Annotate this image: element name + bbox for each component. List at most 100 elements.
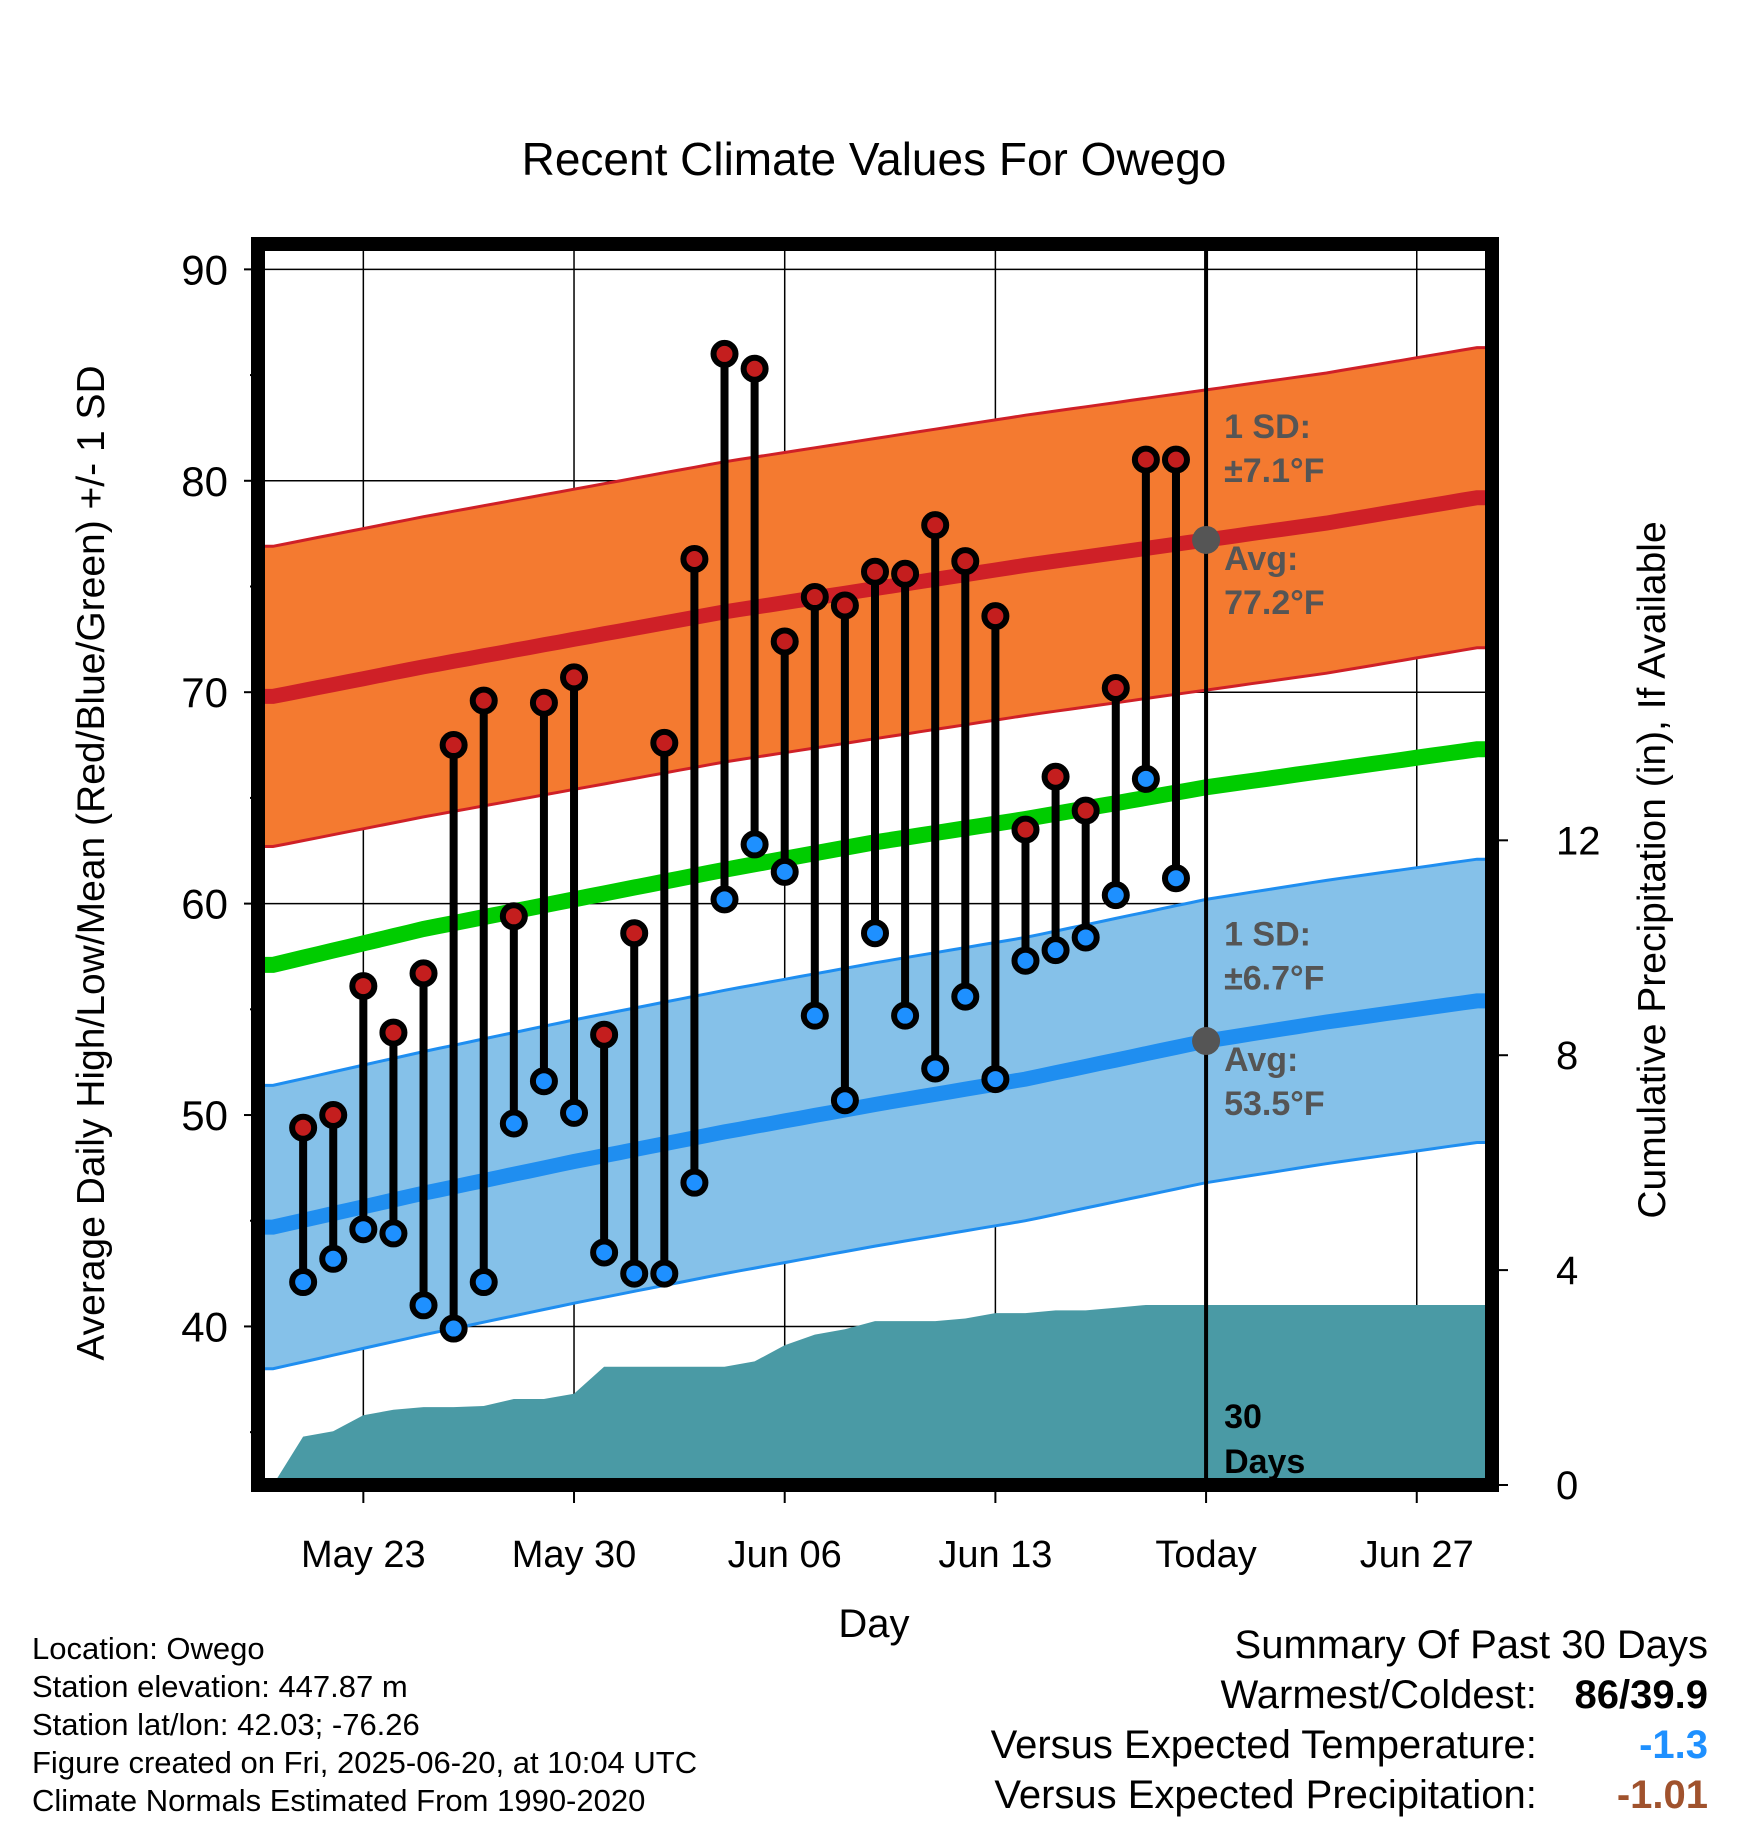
daily-high-point xyxy=(680,545,709,574)
plot-frame xyxy=(251,237,1499,1492)
daily-high-point xyxy=(1011,815,1040,844)
daily-low-point xyxy=(680,1168,709,1197)
low-avg-label: Avg: xyxy=(1224,1041,1298,1079)
daily-high-point xyxy=(620,919,649,948)
low-avg-value: 53.5°F xyxy=(1224,1085,1325,1123)
daily-low-point xyxy=(770,857,799,886)
y-right-tick-label: 0 xyxy=(1556,1464,1578,1508)
daily-high-point xyxy=(1131,445,1160,474)
y-axis-right-label: Cumulative Precipitation (in), If Availa… xyxy=(1631,521,1674,1218)
x-tick-label: Jun 06 xyxy=(728,1534,842,1576)
daily-high-point xyxy=(1101,673,1130,702)
daily-low-point xyxy=(499,1109,528,1138)
daily-high-point xyxy=(379,1018,408,1047)
days-count: 30 xyxy=(1224,1398,1262,1436)
daily-high-point xyxy=(1161,445,1190,474)
daily-low-point xyxy=(590,1238,619,1267)
temp-value: -1.3 xyxy=(1639,1723,1708,1767)
daily-low-point xyxy=(861,919,889,948)
summary-temperature: Versus Expected Temperature: -1.3 xyxy=(991,1720,1708,1770)
high-avg-value: 77.2°F xyxy=(1224,584,1325,622)
daily-high-point xyxy=(740,354,769,383)
daily-low-point xyxy=(469,1268,498,1297)
low-sd-upper-edge xyxy=(258,857,1492,1087)
normals-text: Climate Normals Estimated From 1990-2020 xyxy=(32,1783,646,1818)
daily-high-point xyxy=(499,902,528,931)
daily-low-point xyxy=(349,1215,378,1244)
x-tick-label: Today xyxy=(1155,1534,1256,1576)
daily-low-point xyxy=(800,1001,829,1030)
today-low-normal-marker xyxy=(1192,1027,1221,1056)
daily-high-point xyxy=(529,688,558,717)
daily-low-point xyxy=(951,982,980,1011)
precip-label: Versus Expected Precipitation: xyxy=(994,1773,1537,1817)
low-sd-band xyxy=(258,859,1492,1369)
daily-low-point xyxy=(891,1001,920,1030)
summary-warm-cold: Warmest/Coldest: 86/39.9 xyxy=(991,1670,1709,1720)
summary-precipitation: Versus Expected Precipitation: -1.01 xyxy=(991,1770,1708,1820)
elevation-text: Station elevation: 447.87 m xyxy=(32,1669,408,1704)
warm-cold-value: 86/39.9 xyxy=(1574,1673,1708,1717)
summary-panel: Summary Of Past 30 Days Warmest/Coldest:… xyxy=(991,1620,1708,1820)
daily-high-point xyxy=(800,583,829,612)
daily-high-point xyxy=(981,602,1010,631)
daily-high-point xyxy=(560,663,589,692)
daily-low-point xyxy=(560,1098,589,1127)
daily-low-point xyxy=(1071,923,1100,952)
daily-low-point xyxy=(319,1244,348,1273)
daily-low-point xyxy=(921,1054,950,1083)
daily-high-point xyxy=(1041,762,1070,791)
y-left-tick-label: 70 xyxy=(181,669,228,716)
y-axis-left-label: Average Daily High/Low/Mean (Red/Blue/Gr… xyxy=(70,365,113,1360)
daily-low-point xyxy=(289,1268,318,1297)
created-text: Figure created on Fri, 2025-06-20, at 10… xyxy=(32,1745,698,1780)
temp-label: Versus Expected Temperature: xyxy=(990,1723,1537,1767)
precipitation-area xyxy=(273,1305,1492,1485)
location-text: Location: Owego xyxy=(32,1631,265,1666)
daily-high-point xyxy=(349,972,378,1001)
daily-low-point xyxy=(1011,946,1040,975)
daily-high-point xyxy=(710,339,739,368)
x-tick-label: May 23 xyxy=(301,1534,426,1576)
y-right-tick-label: 12 xyxy=(1556,819,1601,863)
daily-high-point xyxy=(921,511,950,540)
plot-area: 1 SD: ±7.1°F Avg: 77.2°F 1 SD: ±6.7°F Avg: 53.5… xyxy=(181,237,1601,1576)
daily-high-point xyxy=(861,557,889,586)
days-label: Days xyxy=(1224,1443,1305,1481)
y-left-tick-label: 90 xyxy=(181,246,228,293)
high-avg-label: Avg: xyxy=(1224,540,1298,578)
low-sd-value: ±6.7°F xyxy=(1224,959,1324,997)
daily-low-point xyxy=(439,1314,468,1343)
x-tick-label: Jun 27 xyxy=(1360,1534,1474,1576)
latlon-text: Station lat/lon: 42.03; -76.26 xyxy=(32,1707,420,1742)
daily-low-point xyxy=(529,1067,558,1096)
daily-low-point xyxy=(650,1259,679,1288)
daily-high-point xyxy=(650,728,679,757)
x-axis-label: Day xyxy=(838,1602,909,1646)
daily-high-point xyxy=(439,731,468,760)
daily-low-point xyxy=(1131,764,1160,793)
daily-high-point xyxy=(409,959,438,988)
y-left-tick-label: 60 xyxy=(181,881,228,928)
high-sd-value: ±7.1°F xyxy=(1224,452,1324,490)
daily-high-point xyxy=(891,559,920,588)
daily-high-point xyxy=(770,627,799,656)
daily-low-point xyxy=(1161,864,1190,893)
daily-low-point xyxy=(620,1259,649,1288)
daily-high-point xyxy=(951,547,980,576)
daily-low-point xyxy=(740,830,769,859)
low-normal-line xyxy=(258,993,1492,1235)
daily-low-point xyxy=(830,1086,859,1115)
y-left-tick-label: 50 xyxy=(181,1092,228,1139)
x-tick-label: Jun 13 xyxy=(938,1534,1052,1576)
y-left-tick-label: 80 xyxy=(181,458,228,505)
today-high-normal-marker xyxy=(1192,525,1221,554)
daily-low-point xyxy=(981,1065,1010,1094)
daily-low-point xyxy=(1101,881,1130,910)
daily-high-point xyxy=(590,1020,619,1049)
daily-high-point xyxy=(469,686,498,715)
station-info: Location: Owego Station elevation: 447.8… xyxy=(32,1630,697,1820)
y-left-tick-label: 40 xyxy=(181,1303,228,1350)
daily-low-point xyxy=(409,1291,438,1320)
